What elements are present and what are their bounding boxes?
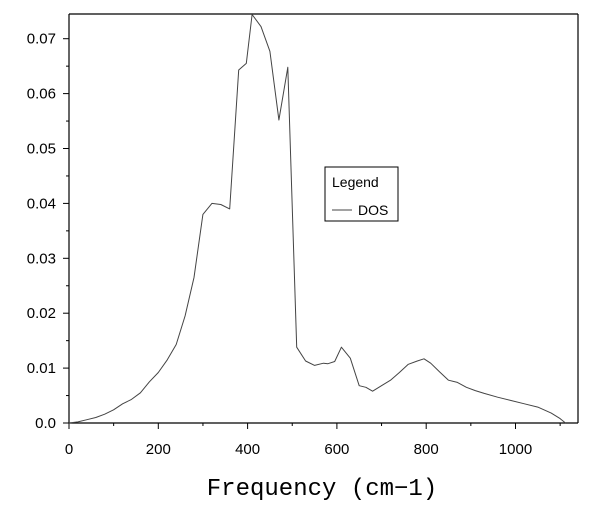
x-tick-label: 200 bbox=[146, 441, 171, 458]
legend-label-dos: DOS bbox=[358, 202, 388, 218]
y-tick-label: 0.07 bbox=[27, 31, 56, 48]
x-ticks: 0 200 400 600 800 1000 bbox=[65, 423, 561, 458]
legend-box bbox=[324, 166, 399, 222]
series-line-dos bbox=[68, 14, 566, 424]
x-axis-title: Frequency (cm−1) bbox=[207, 476, 437, 503]
plot-frame bbox=[68, 13, 579, 424]
legend: Legend DOS bbox=[324, 166, 399, 222]
x-tick-label: 1000 bbox=[499, 441, 532, 458]
y-tick-label: 0.05 bbox=[27, 141, 56, 158]
y-tick-label: 0.01 bbox=[27, 360, 56, 377]
y-ticks: 0.0 0.01 0.02 0.03 0.04 0.05 0.06 0.07 bbox=[27, 31, 69, 432]
y-tick-label: 0.06 bbox=[27, 86, 56, 103]
y-tick-label: 0.02 bbox=[27, 305, 56, 322]
y-tick-label: 0.04 bbox=[27, 195, 56, 212]
x-tick-label: 800 bbox=[414, 441, 439, 458]
y-tick-label: 0.03 bbox=[27, 250, 56, 267]
x-tick-label: 400 bbox=[235, 441, 260, 458]
x-tick-label: 600 bbox=[324, 441, 349, 458]
series-layer bbox=[68, 14, 566, 424]
y-tick-label: 0.0 bbox=[35, 415, 56, 432]
x-tick-label: 0 bbox=[65, 441, 73, 458]
legend-title: Legend bbox=[332, 174, 379, 190]
